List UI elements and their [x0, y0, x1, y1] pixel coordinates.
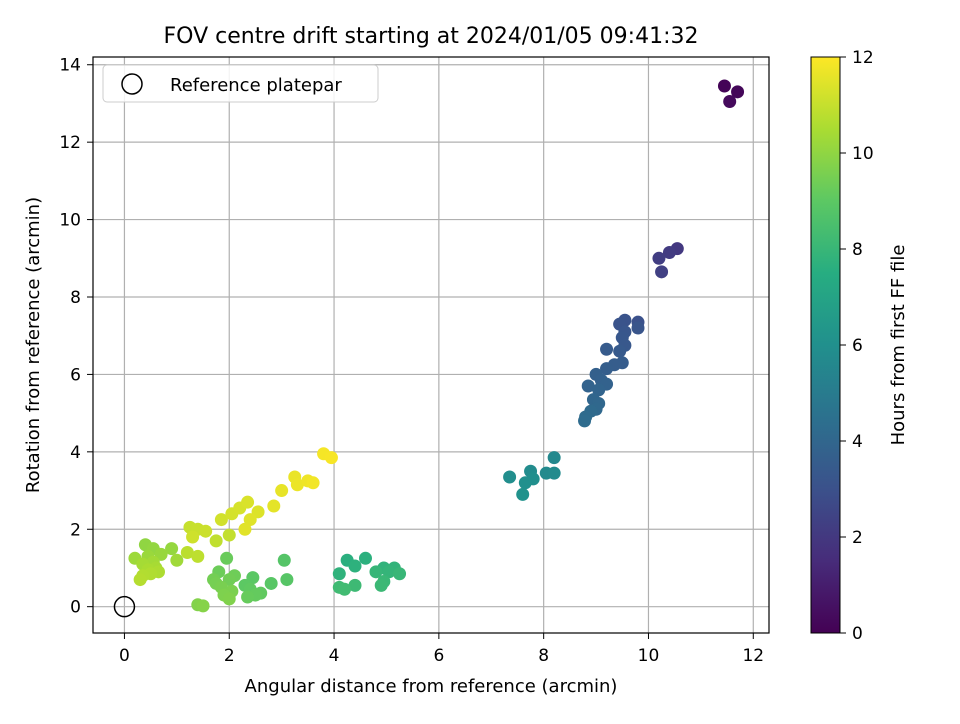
data-point [348, 578, 362, 592]
colorbar-tick-label: 0 [852, 624, 863, 644]
data-point [199, 524, 213, 538]
data-point [369, 565, 383, 579]
y-tick-label: 14 [59, 56, 81, 76]
plot-frame [92, 56, 770, 634]
reference-marker [113, 595, 136, 618]
data-point [662, 245, 676, 259]
data-point [600, 342, 614, 356]
x-tick-label: 4 [329, 646, 340, 666]
data-point [238, 522, 252, 536]
x-axis-ticks: 0 2 4 6 8 10 12 [119, 633, 764, 666]
data-point [243, 513, 257, 527]
y-tick-label: 0 [70, 598, 81, 618]
data-point [581, 379, 595, 393]
colorbar-tick-label: 6 [852, 336, 863, 356]
y-tick-label: 10 [59, 211, 81, 231]
data-point [306, 476, 320, 490]
x-tick-label: 10 [638, 646, 660, 666]
y-tick-label: 8 [70, 288, 81, 308]
data-point [613, 344, 627, 358]
data-point [652, 251, 666, 265]
legend-marker [121, 73, 143, 95]
data-point [358, 551, 372, 565]
x-tick-label: 0 [119, 646, 130, 666]
y-axis-ticks: 0 2 4 6 8 10 12 14 [59, 56, 93, 618]
data-point [133, 573, 147, 587]
data-point [655, 265, 669, 279]
colorbar-tick-label: 12 [852, 48, 874, 68]
data-point [324, 451, 338, 465]
data-point [191, 549, 205, 563]
data-point [547, 451, 561, 465]
data-point [503, 470, 517, 484]
data-point [222, 528, 236, 542]
data-point [374, 578, 388, 592]
data-point [631, 321, 645, 335]
data-point [196, 599, 210, 613]
data-point [516, 487, 530, 501]
data-point [393, 567, 407, 581]
data-point [165, 542, 179, 556]
y-tick-label: 6 [70, 365, 81, 385]
data-point [241, 495, 255, 509]
data-point [220, 551, 234, 565]
legend-label: Reference platepar [170, 75, 342, 96]
data-point [731, 85, 745, 99]
data-point [170, 553, 184, 567]
data-point [578, 414, 592, 428]
y-tick-label: 2 [70, 520, 81, 540]
data-point [547, 466, 561, 480]
x-tick-label: 6 [433, 646, 444, 666]
data-point [186, 530, 200, 544]
colorbar-tick-label: 10 [852, 144, 874, 164]
colorbar-label: Hours from first FF file [888, 245, 909, 446]
y-tick-label: 12 [59, 133, 81, 153]
data-point [267, 499, 281, 513]
data-point [277, 553, 291, 567]
data-point [332, 567, 346, 581]
data-point [264, 576, 278, 590]
data-point [717, 79, 731, 93]
legend-box [102, 64, 379, 103]
data-point [214, 513, 228, 527]
data-point [290, 478, 304, 492]
x-tick-label: 2 [224, 646, 235, 666]
data-point [600, 362, 614, 376]
data-point [348, 559, 362, 573]
colorbar-fill [810, 56, 841, 634]
data-point [280, 573, 294, 587]
data-point [241, 590, 255, 604]
data-point [222, 592, 236, 606]
data-point [338, 582, 352, 596]
data-point [592, 383, 606, 397]
colorbar-ticks: 0 2 4 6 8 10 12 [840, 48, 874, 644]
data-point [180, 545, 194, 559]
chart-title: FOV centre drift starting at 2024/01/05 … [164, 24, 699, 49]
colorbar-tick-label: 2 [852, 528, 863, 548]
colorbar-tick-label: 4 [852, 432, 863, 452]
data-points [128, 79, 745, 613]
colorbar-tick-label: 8 [852, 240, 863, 260]
y-tick-label: 4 [70, 443, 81, 463]
data-point [723, 95, 737, 109]
x-axis-label: Angular distance from reference (arcmin) [245, 676, 618, 697]
data-point [518, 476, 532, 490]
grid-lines [93, 57, 769, 633]
legend: Reference platepar [102, 64, 379, 103]
x-tick-label: 8 [538, 646, 549, 666]
x-tick-label: 12 [742, 646, 764, 666]
data-point [275, 484, 289, 498]
y-axis-label: Rotation from reference (arcmin) [23, 197, 44, 493]
data-point [209, 534, 223, 548]
colorbar: 0 2 4 6 8 10 12 Hours from first FF file [810, 48, 909, 644]
data-point [382, 565, 396, 579]
